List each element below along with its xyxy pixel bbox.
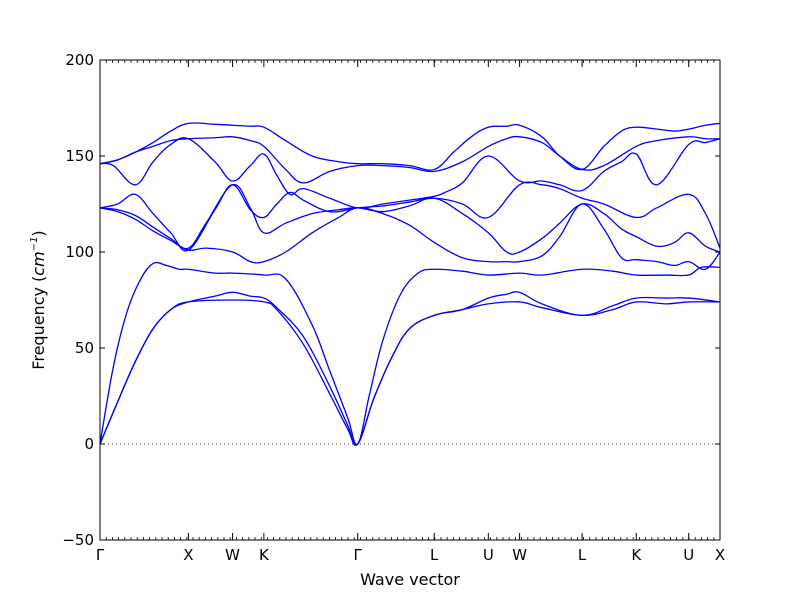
- y-tick-label: 50: [75, 339, 94, 357]
- y-tick-label: −50: [62, 531, 94, 549]
- y-tick-label: 0: [84, 435, 94, 453]
- phonon-branch-3: [99, 261, 721, 446]
- x-tick-label: K: [259, 546, 270, 564]
- phonon-branch-8: [99, 135, 721, 184]
- x-tick-label: X: [183, 546, 193, 564]
- phonon-branch-7: [99, 137, 721, 209]
- y-tick-label: 150: [65, 147, 94, 165]
- x-axis-title: Wave vector: [360, 570, 460, 589]
- phonon-branch-5: [99, 183, 721, 255]
- plot-frame: [99, 59, 721, 541]
- series-layer: [99, 122, 721, 446]
- x-tick-label: Γ: [353, 546, 362, 564]
- phonon-branch-9: [99, 122, 721, 171]
- y-axis-title-text: Frequency (: [29, 276, 48, 370]
- y-axis-unit-exponent: −1: [29, 237, 40, 252]
- y-tick-label: 200: [65, 51, 94, 69]
- phonon-branch-2: [99, 291, 721, 446]
- x-tick-label: L: [578, 546, 587, 564]
- x-tick-label: L: [430, 546, 439, 564]
- y-axis-unit-base: cm: [29, 251, 48, 275]
- y-tick-label: 100: [65, 243, 94, 261]
- y-axis-title: Frequency (cm−1): [29, 230, 48, 369]
- x-tick-label: U: [683, 546, 694, 564]
- x-tick-label: K: [631, 546, 642, 564]
- phonon-branch-4: [99, 203, 721, 271]
- x-tick-label: W: [225, 546, 240, 564]
- x-tick-label: Γ: [96, 546, 105, 564]
- x-tick-label: X: [715, 546, 725, 564]
- x-tick-label: U: [483, 546, 494, 564]
- x-tick-label: W: [512, 546, 527, 564]
- y-axis-title-close: ): [29, 230, 48, 236]
- y-axis-ticks: −50 0 50 100 150 200: [62, 51, 720, 549]
